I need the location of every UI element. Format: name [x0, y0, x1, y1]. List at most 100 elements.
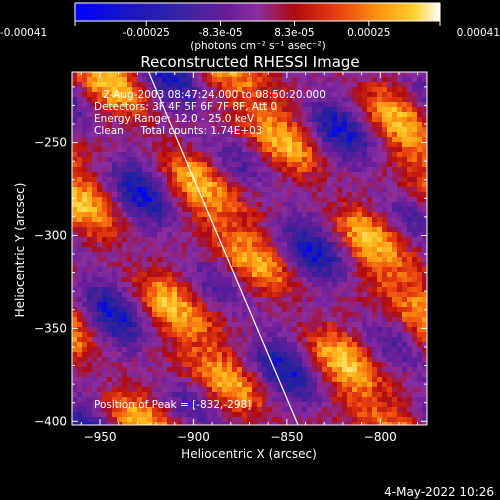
- heatmap-cell: [112, 192, 118, 198]
- heatmap-cell: [407, 92, 413, 98]
- heatmap-cell: [117, 342, 123, 348]
- heatmap-cell: [327, 137, 333, 143]
- heatmap-cell: [112, 272, 118, 278]
- heatmap-cell: [407, 257, 413, 263]
- heatmap-cell: [282, 162, 288, 168]
- heatmap-cell: [407, 122, 413, 128]
- heatmap-cell: [372, 227, 378, 233]
- heatmap-cell: [297, 372, 303, 378]
- heatmap-cell: [317, 377, 323, 383]
- heatmap-cell: [292, 92, 298, 98]
- heatmap-cell: [227, 417, 233, 423]
- heatmap-cell: [342, 132, 348, 138]
- heatmap-cell: [407, 232, 413, 238]
- heatmap-cell: [122, 182, 128, 188]
- heatmap-cell: [342, 117, 348, 123]
- heatmap-cell: [102, 302, 108, 308]
- heatmap-cell: [117, 137, 123, 143]
- heatmap-cell: [322, 287, 328, 293]
- heatmap-cell: [282, 172, 288, 178]
- heatmap-cell: [337, 372, 343, 378]
- heatmap-cell: [157, 327, 163, 333]
- heatmap-cell: [212, 122, 218, 128]
- heatmap-cell: [237, 197, 243, 203]
- heatmap-cell: [417, 82, 423, 88]
- heatmap-cell: [122, 327, 128, 333]
- heatmap-cell: [317, 387, 323, 393]
- heatmap-cell: [82, 282, 88, 288]
- heatmap-cell: [112, 202, 118, 208]
- heatmap-cell: [367, 322, 373, 328]
- heatmap-cell: [262, 292, 268, 298]
- heatmap-cell: [222, 77, 228, 83]
- heatmap-cell: [382, 302, 388, 308]
- heatmap-cell: [327, 417, 333, 423]
- heatmap-cell: [172, 362, 178, 368]
- heatmap-cell: [242, 122, 248, 128]
- heatmap-cell: [282, 82, 288, 88]
- heatmap-cell: [187, 322, 193, 328]
- heatmap-cell: [257, 82, 263, 88]
- heatmap-cell: [282, 262, 288, 268]
- heatmap-cell: [222, 392, 228, 398]
- heatmap-cell: [157, 387, 163, 393]
- heatmap-cell: [337, 262, 343, 268]
- heatmap-cell: [207, 317, 213, 323]
- heatmap-cell: [332, 112, 338, 118]
- heatmap-cell: [327, 152, 333, 158]
- heatmap-cell: [327, 122, 333, 128]
- heatmap-cell: [272, 317, 278, 323]
- heatmap-cell: [122, 317, 128, 323]
- heatmap-cell: [202, 282, 208, 288]
- heatmap-cell: [227, 117, 233, 123]
- heatmap-cell: [392, 137, 398, 143]
- heatmap-cell: [312, 232, 318, 238]
- heatmap-cell: [182, 287, 188, 293]
- heatmap-cell: [77, 117, 83, 123]
- heatmap-cell: [257, 212, 263, 218]
- heatmap-cell: [182, 262, 188, 268]
- heatmap-cell: [307, 277, 313, 283]
- heatmap-cell: [292, 197, 298, 203]
- heatmap-cell: [307, 237, 313, 243]
- heatmap-cell: [352, 247, 358, 253]
- heatmap-cell: [327, 112, 333, 118]
- heatmap-cell: [187, 417, 193, 423]
- heatmap-cell: [87, 162, 93, 168]
- heatmap-cell: [107, 177, 113, 183]
- heatmap-cell: [257, 232, 263, 238]
- heatmap-cell: [242, 327, 248, 333]
- heatmap-cell: [202, 102, 208, 108]
- heatmap-cell: [227, 277, 233, 283]
- heatmap-cell: [117, 197, 123, 203]
- heatmap-cell: [97, 242, 103, 248]
- heatmap-cell: [387, 227, 393, 233]
- heatmap-cell: [212, 137, 218, 143]
- heatmap-cell: [207, 382, 213, 388]
- heatmap-cell: [197, 322, 203, 328]
- heatmap-cell: [412, 222, 418, 228]
- heatmap-cell: [182, 267, 188, 273]
- heatmap-cell: [187, 212, 193, 218]
- heatmap-cell: [372, 367, 378, 373]
- heatmap-cell: [412, 337, 418, 343]
- heatmap-cell: [287, 262, 293, 268]
- heatmap-cell: [302, 332, 308, 338]
- heatmap-cell: [297, 162, 303, 168]
- heatmap-cell: [267, 232, 273, 238]
- heatmap-cell: [232, 202, 238, 208]
- heatmap-cell: [342, 112, 348, 118]
- heatmap-cell: [267, 332, 273, 338]
- heatmap-cell: [157, 412, 163, 418]
- heatmap-cell: [157, 227, 163, 233]
- heatmap-cell: [302, 282, 308, 288]
- heatmap-cell: [152, 347, 158, 353]
- heatmap-cell: [257, 167, 263, 173]
- heatmap-cell: [322, 132, 328, 138]
- heatmap-cell: [102, 77, 108, 83]
- heatmap-cell: [77, 362, 83, 368]
- heatmap-cell: [392, 317, 398, 323]
- heatmap-cell: [112, 267, 118, 273]
- heatmap-cell: [172, 317, 178, 323]
- heatmap-cell: [122, 422, 128, 425]
